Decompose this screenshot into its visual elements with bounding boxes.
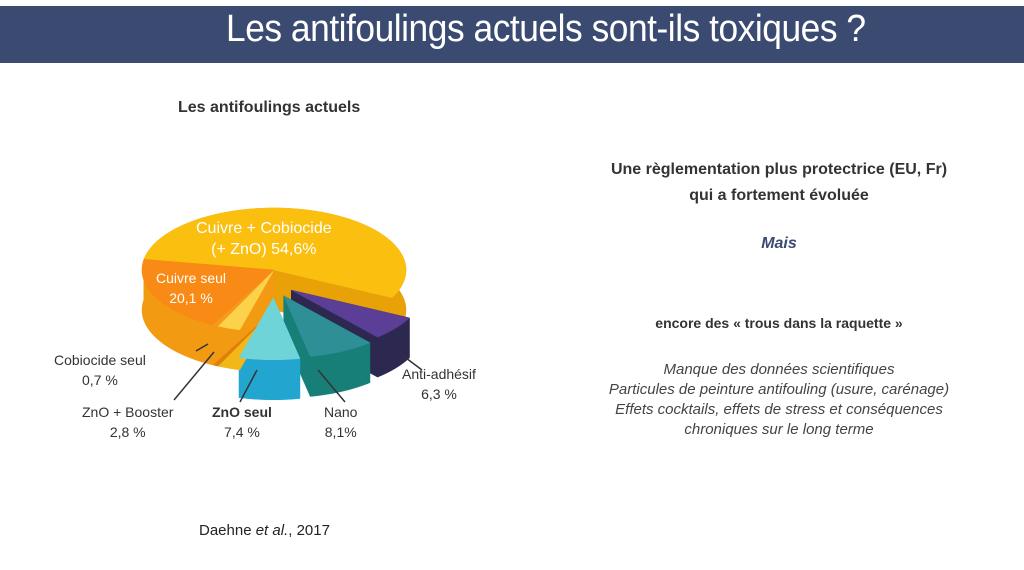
leader-line xyxy=(173,351,215,401)
slice-top xyxy=(143,207,407,298)
slice-value: 54,6% xyxy=(271,241,317,258)
slice-label-cuivre-cobiocide: Cuivre + Cobiocide (+ ZnO) 54,6% xyxy=(196,218,332,260)
issue-item: Manque des données scientifiques xyxy=(663,361,895,378)
chart-title: Les antifoulings actuels xyxy=(178,99,361,116)
slice-top xyxy=(283,295,371,357)
issues-list: Manque des données scientifiques Particu… xyxy=(519,360,1024,440)
slice-top xyxy=(238,297,301,361)
citation-year: , 2017 xyxy=(288,522,330,539)
leader-line xyxy=(401,354,423,371)
slice-top xyxy=(141,258,275,326)
slice-label-nano: Nano 8,1% xyxy=(324,402,357,442)
leader-line xyxy=(195,343,209,352)
slice-value: 0,7 % xyxy=(82,372,118,388)
issue-item: Effets cocktails, effets de stress et co… xyxy=(615,401,943,418)
slice-label-cobiocide-seul: Cobiocide seul 0,7 % xyxy=(54,350,146,390)
slide-title: Les antifoulings actuels sont-ils toxiqu… xyxy=(226,8,866,50)
trous-text: encore des « trous dans la raquette » xyxy=(655,315,903,331)
slice-name2: (+ ZnO) xyxy=(211,241,267,258)
slice-name: Cobiocide seul xyxy=(54,352,146,368)
regulation-line1: Une règlementation plus protectrice (EU,… xyxy=(610,161,948,178)
slice-label-zno-seul: ZnO seul 7,4 % xyxy=(212,402,272,442)
title-band xyxy=(0,6,1024,63)
slice-label-anti-adhesif: Anti-adhésif 6,3 % xyxy=(402,364,476,404)
leader-line xyxy=(317,369,346,403)
leader-line xyxy=(239,369,258,403)
slice-value: 7,4 % xyxy=(224,424,260,440)
slice-value: 8,1% xyxy=(324,424,357,440)
slice-name: Cuivre seul xyxy=(156,270,227,286)
citation-author: Daehne xyxy=(199,522,256,539)
slice-top xyxy=(291,289,410,338)
slice-value: 2,8 % xyxy=(109,424,146,440)
slice-value: 6,3 % xyxy=(421,386,457,402)
citation: Daehne et al., 2017 xyxy=(199,522,330,539)
slice-value: 20,1 % xyxy=(169,290,213,306)
slice-label-zno-booster: ZnO + Booster 2,8 % xyxy=(82,402,173,442)
slice-name: Nano xyxy=(324,404,358,420)
regulation-line2: qui a fortement évoluée xyxy=(689,187,869,204)
citation-etal: et al. xyxy=(255,522,289,539)
issue-item: chroniques sur le long terme xyxy=(684,421,874,438)
mais-text: Mais xyxy=(761,235,797,252)
slice-side xyxy=(238,357,301,401)
regulation-text: Une règlementation plus protectrice (EU,… xyxy=(519,157,1024,209)
slice-name: ZnO seul xyxy=(212,404,272,420)
slice-name: ZnO + Booster xyxy=(82,404,174,420)
issue-item: Particules de peinture antifouling (usur… xyxy=(608,381,950,398)
slice-name: Cuivre + Cobiocide xyxy=(196,220,332,237)
slice-name: Anti-adhésif xyxy=(402,366,476,382)
slice-label-cuivre-seul: Cuivre seul 20,1 % xyxy=(156,268,226,308)
